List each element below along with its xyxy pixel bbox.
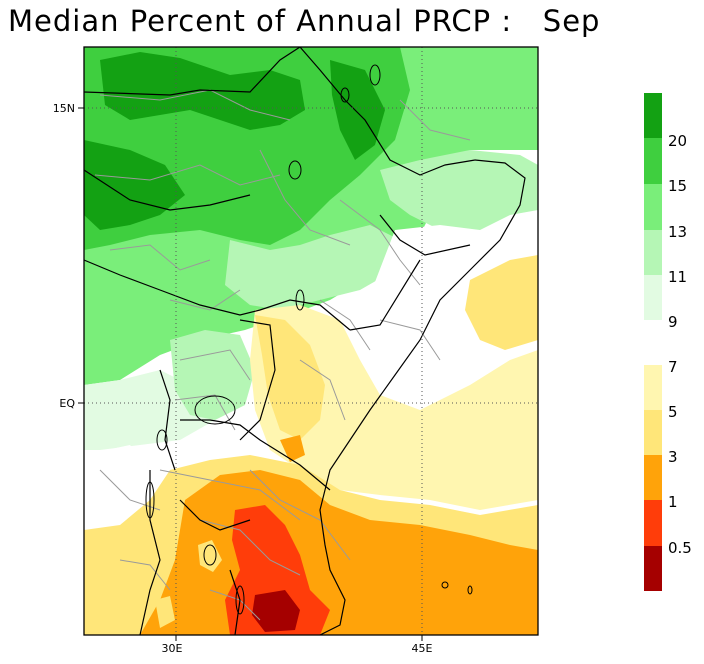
colorbar-swatch-9: [644, 275, 662, 320]
colorbar-swatch-5: [644, 410, 662, 455]
colorbar-label-3: 3: [668, 448, 678, 466]
region-pale-yellow-east: [250, 305, 538, 510]
colorbar-swatch-20: [644, 93, 662, 138]
colorbar-swatch-1: [644, 500, 662, 546]
region-green-dark-3: [330, 60, 385, 160]
map-frame: [83, 46, 539, 636]
colorbar-label-5: 5: [668, 403, 678, 421]
chart-title: Median Percent of Annual PRCP : Sep: [8, 4, 601, 38]
national-borders: [84, 47, 526, 635]
region-yellow-spot: [198, 540, 222, 572]
colorbar-label-9: 9: [668, 313, 678, 331]
region-dark-red-core: [252, 590, 300, 632]
tick-marks: [78, 107, 423, 641]
region-pale-green-ethiopia: [225, 225, 400, 310]
map-area: [84, 47, 538, 635]
region-orange-lake: [280, 435, 305, 462]
colorbar-swatch-15: [644, 138, 662, 184]
lakes: [145, 64, 473, 615]
colorbar-label-0-5: 0.5: [668, 539, 692, 557]
colorbar-label-7: 7: [668, 358, 678, 376]
y-tick-15n: 15N: [53, 102, 75, 115]
x-tick-45e: 45E: [412, 642, 433, 655]
region-white-horn: [350, 210, 538, 400]
colorbar-swatch-7: [644, 365, 662, 410]
x-tick-30e: 30E: [162, 642, 183, 655]
colorbar-swatch-11: [644, 230, 662, 275]
colorbar-label-15: 15: [668, 177, 687, 195]
region-yellow-spot-2: [155, 596, 175, 628]
colorbar-swatch-3: [644, 455, 662, 500]
colorbar-label-13: 13: [668, 223, 687, 241]
region-yellow-somalia: [465, 255, 538, 350]
region-pale-green-horn: [380, 150, 538, 240]
colorbar-label-1: 1: [668, 493, 678, 511]
region-red-orange-core: [225, 505, 330, 635]
colorbar-label-11: 11: [668, 268, 687, 286]
colorbar-swatch-0-5: [644, 546, 662, 591]
colorbar: 20 15 13 11 9 7 5 3 1 0.5: [644, 93, 692, 591]
colorbar-swatch-13: [644, 184, 662, 230]
colorbar-label-20: 20: [668, 132, 687, 150]
y-tick-eq: EQ: [59, 397, 75, 410]
